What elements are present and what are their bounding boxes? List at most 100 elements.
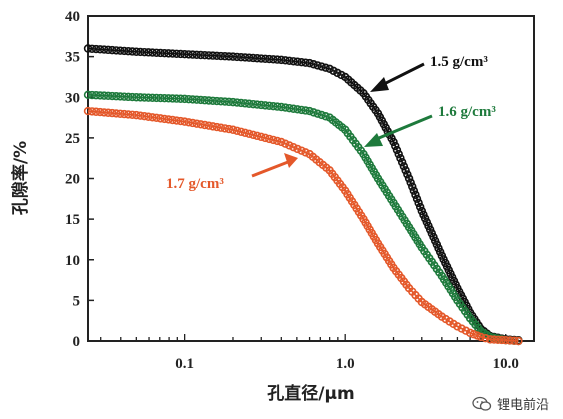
data-point (305, 106, 314, 116)
data-point (148, 113, 157, 122)
data-point (208, 122, 218, 131)
data-point (116, 92, 125, 101)
data-point (144, 93, 153, 102)
data-point (260, 54, 270, 63)
data-point (273, 55, 282, 64)
data-point (244, 53, 254, 62)
data-point (196, 50, 205, 60)
data-point (309, 60, 318, 69)
data-point (411, 190, 420, 199)
data-point (269, 101, 278, 111)
data-point (301, 106, 310, 115)
data-point (389, 137, 398, 147)
data-point (87, 44, 97, 53)
data-point (216, 123, 226, 132)
data-point (188, 118, 197, 128)
data-point (497, 335, 507, 345)
data-point (248, 130, 258, 140)
data-point (144, 48, 153, 57)
data-point (168, 115, 177, 125)
data-point (269, 135, 278, 145)
arrowhead-1-6 (364, 133, 383, 147)
data-point (232, 126, 242, 135)
data-point (212, 122, 222, 132)
data-point (91, 44, 101, 54)
y-tick-label: 0 (73, 334, 81, 350)
data-point (265, 54, 274, 64)
y-tick-label: 40 (65, 9, 80, 25)
data-point (124, 110, 133, 119)
data-point (289, 142, 298, 152)
data-point (164, 94, 173, 103)
data-point (99, 108, 109, 117)
data-point (317, 62, 326, 71)
data-point (83, 90, 93, 100)
data-point (240, 53, 250, 62)
data-point (289, 104, 298, 113)
data-point (107, 45, 117, 55)
series-label-1-7: 1.7 g/cm³ (166, 153, 298, 192)
data-point (301, 148, 310, 157)
data-point (103, 91, 113, 101)
data-point (148, 93, 157, 102)
data-point (176, 49, 185, 59)
data-point (485, 335, 495, 344)
data-point (156, 114, 165, 123)
arrow-1-5 (379, 62, 425, 88)
data-point (461, 326, 471, 335)
data-point (204, 51, 214, 60)
data-point (281, 139, 290, 148)
y-tick-label: 25 (65, 131, 80, 147)
series-2 (83, 90, 523, 346)
data-point (244, 129, 254, 139)
data-point (406, 178, 415, 187)
y-tick-label: 20 (65, 172, 80, 188)
data-point (403, 170, 412, 179)
data-point (248, 99, 258, 109)
data-point (192, 119, 201, 128)
data-point (208, 96, 218, 105)
data-point (392, 145, 402, 155)
data-point (180, 94, 189, 104)
arrowhead-1-5 (370, 77, 389, 92)
data-point (232, 98, 242, 107)
data-point (164, 115, 173, 124)
data-point (228, 52, 238, 61)
data-point (224, 97, 234, 107)
data-point (394, 149, 403, 159)
data-point (180, 49, 189, 59)
data-point (240, 99, 250, 108)
data-point (256, 100, 266, 110)
data-point (297, 146, 306, 155)
data-point (172, 116, 181, 125)
y-axis-title: 孔隙率/% (10, 141, 31, 215)
data-point (192, 95, 201, 104)
data-point (277, 55, 286, 65)
data-point (200, 96, 209, 105)
data-point (196, 95, 205, 105)
data-point (160, 93, 169, 103)
series-label-text-1-6: 1.6 g/cm³ (438, 104, 496, 120)
x-axis-title: 孔直径/μm (267, 383, 354, 404)
data-point (156, 48, 165, 58)
data-point (321, 63, 330, 72)
data-point (87, 90, 97, 100)
data-point (396, 153, 405, 163)
data-point (172, 94, 181, 103)
data-point (297, 105, 306, 115)
arrow-1-7 (251, 160, 289, 178)
data-point (404, 174, 414, 183)
data-point (212, 51, 222, 61)
data-point (236, 52, 246, 62)
data-point (99, 91, 109, 100)
data-point (273, 102, 282, 111)
x-tick-label: 0.1 (175, 356, 194, 372)
series-label-text-1-5: 1.5 g/cm³ (430, 54, 488, 70)
data-point (260, 133, 270, 143)
data-point (293, 144, 302, 154)
data-point (103, 45, 113, 55)
data-point (252, 131, 262, 141)
watermark: 锂电前沿 (472, 394, 549, 413)
series-label-1-6: 1.6 g/cm³ (364, 104, 496, 147)
data-point (200, 51, 209, 60)
